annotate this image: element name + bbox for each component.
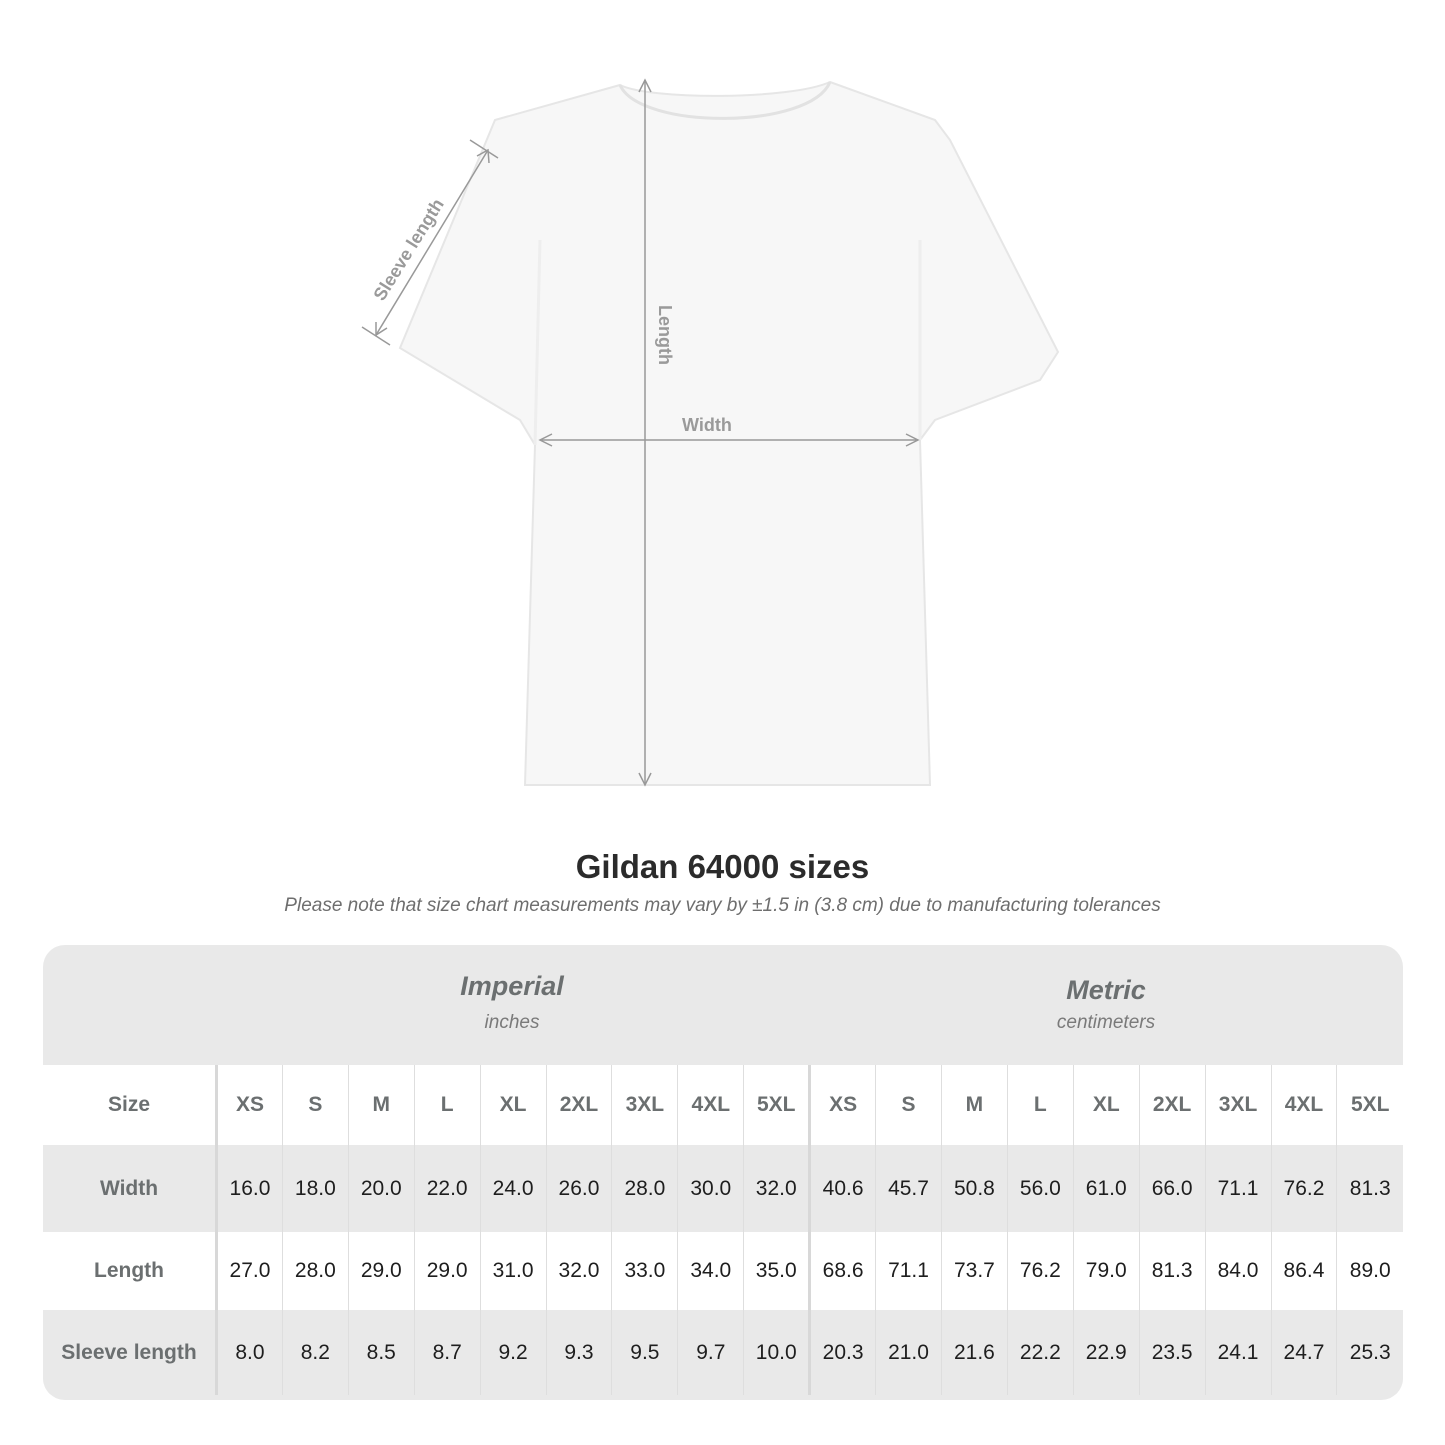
tshirt-shape [398, 80, 1060, 786]
metric-value: 61.0 [1072, 1145, 1140, 1232]
imperial-size-header: M [347, 1065, 415, 1145]
metric-value: 45.7 [875, 1145, 942, 1232]
imperial-value: 32.0 [743, 1145, 810, 1232]
imperial-value: 29.0 [347, 1232, 415, 1310]
size-grid: Size XS S M L XL 2XL 3XL 4XL 5XL XS S M L XL 2XL 3XL 4XL 5… [43, 1065, 1403, 1395]
row-label: Width [43, 1145, 218, 1232]
metric-size-header: XS [808, 1065, 876, 1145]
size-label: Size [43, 1065, 218, 1145]
row-label: Length [43, 1232, 218, 1310]
imperial-value: 20.0 [347, 1145, 415, 1232]
metric-size-header: XL [1072, 1065, 1140, 1145]
metric-value: 73.7 [940, 1232, 1008, 1310]
metric-size-header: L [1006, 1065, 1074, 1145]
size-header-row: Size XS S M L XL 2XL 3XL 4XL 5XL XS S M L XL 2XL 3XL 4XL 5… [43, 1065, 1403, 1145]
imperial-value: 16.0 [216, 1145, 283, 1232]
metric-value: 40.6 [808, 1145, 876, 1232]
row-label: Sleeve length [43, 1310, 218, 1395]
imperial-size-header: XL [479, 1065, 547, 1145]
metric-size-header: 3XL [1204, 1065, 1271, 1145]
imperial-value: 18.0 [281, 1145, 349, 1232]
metric-value: 22.2 [1006, 1310, 1074, 1395]
imperial-value: 28.0 [281, 1232, 349, 1310]
metric-value: 20.3 [808, 1310, 876, 1395]
group-unit: inches [484, 1012, 540, 1033]
metric-value: 56.0 [1006, 1145, 1074, 1232]
imperial-value: 9.7 [677, 1310, 744, 1395]
imperial-group-header: Imperial inches [215, 945, 809, 1063]
imperial-size-header: 2XL [545, 1065, 612, 1145]
metric-value: 24.1 [1204, 1310, 1271, 1395]
imperial-size-header: 3XL [611, 1065, 678, 1145]
group-name: Metric [1066, 975, 1146, 1005]
metric-value: 76.2 [1270, 1145, 1337, 1232]
group-name: Imperial [460, 971, 564, 1001]
imperial-value: 28.0 [611, 1145, 678, 1232]
metric-size-header: S [875, 1065, 942, 1145]
page-title: Gildan 64000 sizes [575, 848, 870, 885]
metric-value: 79.0 [1072, 1232, 1140, 1310]
imperial-value: 9.3 [545, 1310, 612, 1395]
imperial-value: 32.0 [545, 1232, 612, 1310]
tshirt-diagram: Sleeve length Length Width [361, 78, 1060, 787]
imperial-value: 9.5 [611, 1310, 678, 1395]
imperial-value: 33.0 [611, 1232, 678, 1310]
table-row: Sleeve length 8.0 8.2 8.5 8.7 9.2 9.3 9.5 9.7 10.… [43, 1310, 1403, 1395]
metric-size-header: 2XL [1138, 1065, 1206, 1145]
imperial-size-header: 5XL [743, 1065, 810, 1145]
metric-size-header: M [940, 1065, 1008, 1145]
imperial-value: 30.0 [677, 1145, 744, 1232]
imperial-value: 24.0 [479, 1145, 547, 1232]
imperial-value: 8.0 [216, 1310, 283, 1395]
metric-value: 84.0 [1204, 1232, 1271, 1310]
imperial-size-header: 4XL [677, 1065, 744, 1145]
metric-value: 66.0 [1138, 1145, 1206, 1232]
width-label: Width [682, 415, 732, 435]
imperial-value: 8.2 [281, 1310, 349, 1395]
size-table: Imperial inches Metric centimeters Size X… [43, 945, 1403, 1400]
metric-value: 71.1 [1204, 1145, 1271, 1232]
imperial-value: 22.0 [413, 1145, 481, 1232]
metric-value: 25.3 [1336, 1310, 1403, 1395]
metric-value: 71.1 [875, 1232, 942, 1310]
imperial-size-header: L [413, 1065, 481, 1145]
metric-value: 24.7 [1270, 1310, 1337, 1395]
metric-value: 23.5 [1138, 1310, 1206, 1395]
metric-size-header: 4XL [1270, 1065, 1337, 1145]
imperial-value: 8.5 [347, 1310, 415, 1395]
imperial-value: 29.0 [413, 1232, 481, 1310]
table-row: Length 27.0 28.0 29.0 29.0 31.0 32.0 33.0 34.0 35… [43, 1232, 1403, 1310]
group-unit: centimeters [1056, 1012, 1156, 1033]
imperial-value: 9.2 [479, 1310, 547, 1395]
imperial-value: 35.0 [743, 1232, 810, 1310]
imperial-value: 26.0 [545, 1145, 612, 1232]
imperial-value: 8.7 [413, 1310, 481, 1395]
metric-value: 76.2 [1006, 1232, 1074, 1310]
imperial-value: 31.0 [479, 1232, 547, 1310]
imperial-size-header: XS [216, 1065, 283, 1145]
metric-value: 89.0 [1336, 1232, 1403, 1310]
tolerance-note: Please note that size chart measurements… [284, 895, 1161, 916]
metric-value: 81.3 [1336, 1145, 1403, 1232]
metric-value: 21.6 [940, 1310, 1008, 1395]
table-row: Width 16.0 18.0 20.0 22.0 24.0 26.0 28.0 30.0 32.… [43, 1145, 1403, 1232]
length-label: Length [655, 305, 675, 365]
metric-value: 22.9 [1072, 1310, 1140, 1395]
metric-group-header: Metric centimeters [809, 945, 1403, 1063]
imperial-value: 27.0 [216, 1232, 283, 1310]
metric-value: 86.4 [1270, 1232, 1337, 1310]
metric-value: 68.6 [808, 1232, 876, 1310]
metric-value: 50.8 [940, 1145, 1008, 1232]
imperial-value: 34.0 [677, 1232, 744, 1310]
metric-value: 81.3 [1138, 1232, 1206, 1310]
imperial-size-header: S [281, 1065, 349, 1145]
metric-value: 21.0 [875, 1310, 942, 1395]
imperial-value: 10.0 [743, 1310, 810, 1395]
metric-size-header: 5XL [1336, 1065, 1403, 1145]
measure-lines [361, 78, 920, 787]
